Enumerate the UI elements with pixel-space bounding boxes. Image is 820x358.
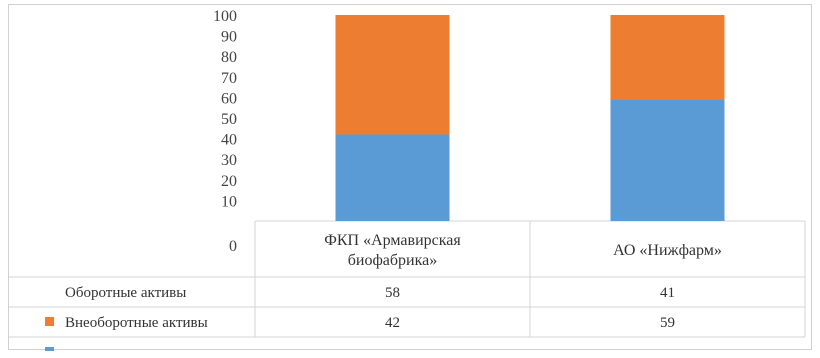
y-tick-label: 30 (221, 152, 237, 169)
y-tick-label: 40 (221, 132, 237, 149)
bar-segment (335, 15, 450, 135)
bar-segment (335, 134, 450, 221)
bar-segment (610, 99, 725, 221)
chart-svg: 0 10 20 30 40 50 60 70 80 90 100 ФКП «Армавирская б… (9, 8, 806, 351)
y-tick-label: 0 (229, 238, 237, 255)
chart-frame: 0 10 20 30 40 50 60 70 80 90 100 ФКП «Армавирская б… (8, 4, 812, 351)
y-tick-label: 90 (221, 29, 237, 46)
table-cell-value: 41 (660, 285, 675, 301)
legend-key (45, 317, 54, 326)
category-label-line: ФКП «Армавирская (324, 232, 461, 249)
y-tick-label: 100 (213, 8, 237, 25)
y-tick-label: 80 (221, 49, 237, 66)
y-tick-label: 10 (221, 193, 237, 210)
data-table-rows: Оборотные активы 58 41 Внеоборотные активы 4… (45, 285, 675, 351)
table-cell-value: 58 (385, 285, 400, 301)
row-label: Оборотные активы (65, 285, 186, 301)
bar-segment (610, 15, 725, 100)
category-label: АО «Нижфарм» (613, 242, 722, 259)
category-label-line: биофабрика» (348, 252, 438, 269)
category-label: ФКП «Армавирская биофабрика» (324, 232, 461, 269)
table-cell-value: 59 (660, 315, 675, 331)
y-axis-ticks: 0 10 20 30 40 50 60 70 80 90 100 (213, 8, 237, 255)
legend-key (45, 347, 54, 351)
category-labels: ФКП «Армавирская биофабрика» АО «Нижфарм» (324, 232, 722, 269)
y-tick-label: 70 (221, 70, 237, 87)
row-label: Внеоборотные активы (65, 315, 208, 331)
y-tick-label: 20 (221, 173, 237, 190)
table-cell-value: 42 (385, 315, 400, 331)
bars-group (335, 15, 725, 221)
y-tick-label: 60 (221, 90, 237, 107)
y-tick-label: 50 (221, 111, 237, 128)
